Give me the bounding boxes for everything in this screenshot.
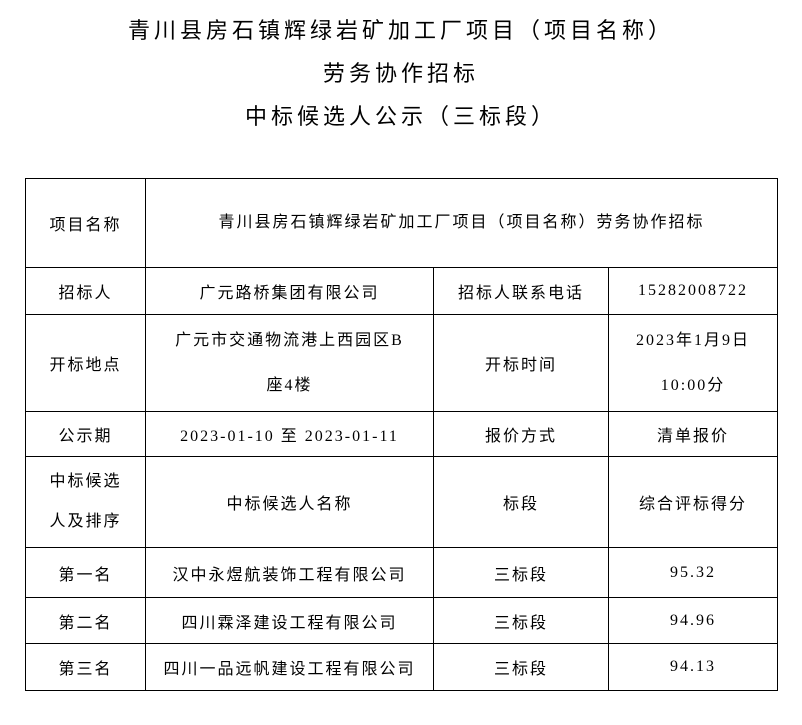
candidate-2-rank: 第二名: [25, 597, 146, 644]
candidate-row-3: 第三名 四川一品远帆建设工程有限公司 三标段 94.13: [25, 643, 779, 691]
bid-opening-time-line-1: 2023年1月9日: [636, 332, 751, 349]
quotation-method-label: 报价方式: [433, 411, 609, 457]
candidate-rank-header-line-2: 人及排序: [49, 513, 122, 530]
candidate-3-section: 三标段: [433, 643, 609, 691]
bidder-label: 招标人: [25, 267, 146, 315]
bid-opening-time-line-2: 10:00分: [660, 377, 726, 394]
bid-opening-place-value: 广元市交通物流港上西园区B 座4楼: [145, 314, 434, 412]
candidate-3-score: 94.13: [607, 643, 779, 691]
candidate-rank-header-line-1: 中标候选: [49, 473, 122, 490]
candidate-2-section: 三标段: [433, 597, 609, 644]
bidder-phone-value: 15282008722: [607, 267, 779, 315]
row-publicity-period: 公示期 2023-01-10 至 2023-01-11 报价方式 清单报价: [25, 411, 779, 457]
project-name-value: 青川县房石镇辉绿岩矿加工厂项目（项目名称）劳务协作招标: [144, 178, 779, 268]
candidate-section-header: 标段: [433, 456, 609, 548]
candidate-rank-header: 中标候选 人及排序: [25, 456, 146, 548]
row-bidder: 招标人 广元路桥集团有限公司 招标人联系电话 15282008722: [25, 267, 779, 315]
candidate-1-section: 三标段: [433, 547, 609, 598]
candidate-2-score: 94.96: [607, 597, 779, 644]
candidate-1-name: 汉中永煜航装饰工程有限公司: [145, 547, 434, 598]
candidate-3-rank: 第三名: [25, 643, 146, 691]
candidate-row-1: 第一名 汉中永煜航装饰工程有限公司 三标段 95.32: [25, 547, 779, 598]
bid-publicity-table: 项目名称 青川县房石镇辉绿岩矿加工厂项目（项目名称）劳务协作招标 招标人 广元路…: [25, 178, 779, 691]
row-candidate-header: 中标候选 人及排序 中标候选人名称 标段 综合评标得分: [25, 456, 779, 548]
candidate-1-rank: 第一名: [25, 547, 146, 598]
candidate-2-name: 四川霖泽建设工程有限公司: [145, 597, 434, 644]
row-bid-opening: 开标地点 广元市交通物流港上西园区B 座4楼 开标时间 2023年1月9日 10…: [25, 314, 779, 412]
document-title-line-1: 青川县房石镇辉绿岩矿加工厂项目（项目名称）: [127, 18, 674, 43]
document-header: 青川县房石镇辉绿岩矿加工厂项目（项目名称） 劳务协作招标 中标候选人公示（三标段…: [0, 0, 802, 138]
publicity-period-label: 公示期: [25, 411, 146, 457]
document-title-line-3: 中标候选人公示（三标段）: [244, 104, 557, 129]
bid-opening-place-label: 开标地点: [25, 314, 146, 412]
bidder-value: 广元路桥集团有限公司: [145, 267, 434, 315]
candidate-1-score: 95.32: [607, 547, 779, 598]
document-title-line-2: 劳务协作招标: [322, 61, 479, 86]
bid-opening-time-value: 2023年1月9日 10:00分: [607, 314, 779, 412]
candidate-name-header: 中标候选人名称: [145, 456, 434, 548]
project-name-label: 项目名称: [25, 178, 146, 268]
row-project-name: 项目名称 青川县房石镇辉绿岩矿加工厂项目（项目名称）劳务协作招标: [25, 178, 779, 268]
publicity-period-value: 2023-01-10 至 2023-01-11: [145, 411, 434, 457]
bid-opening-place-line-2: 座4楼: [266, 377, 313, 394]
quotation-method-value: 清单报价: [607, 411, 779, 457]
candidate-row-2: 第二名 四川霖泽建设工程有限公司 三标段 94.96: [25, 597, 779, 644]
candidate-score-header: 综合评标得分: [607, 456, 779, 548]
bidder-phone-label: 招标人联系电话: [433, 267, 609, 315]
bid-opening-place-line-1: 广元市交通物流港上西园区B: [175, 332, 404, 349]
bid-opening-time-label: 开标时间: [433, 314, 609, 412]
candidate-3-name: 四川一品远帆建设工程有限公司: [145, 643, 434, 691]
